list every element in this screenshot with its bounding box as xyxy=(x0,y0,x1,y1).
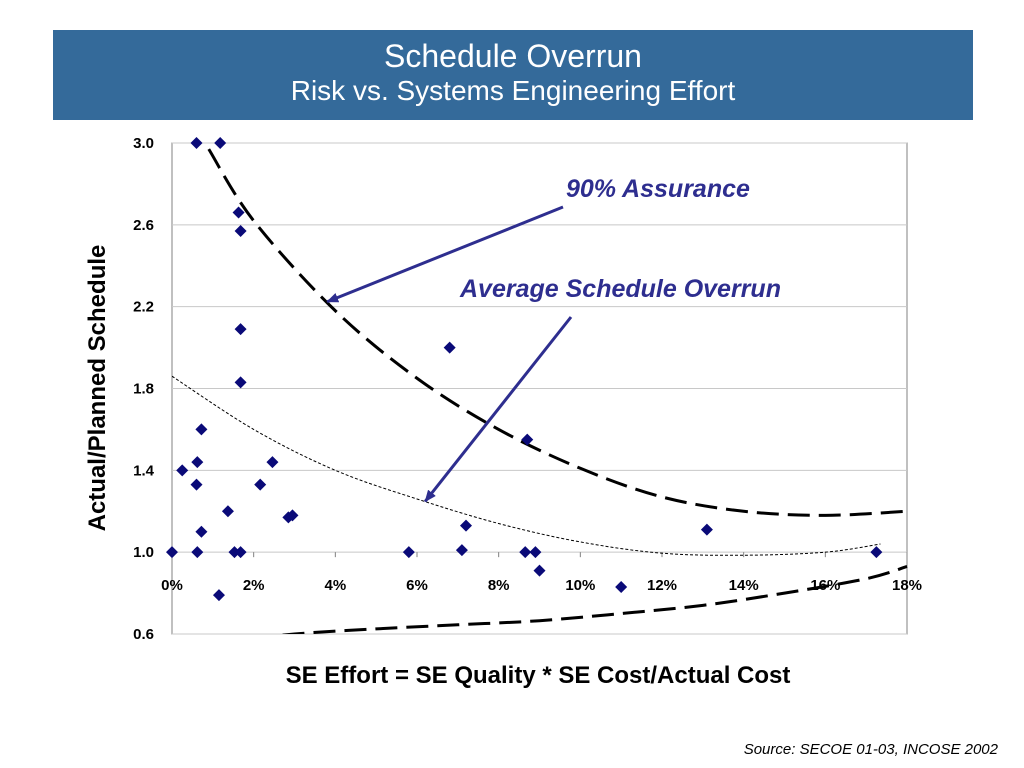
data-point xyxy=(190,478,203,491)
data-point xyxy=(195,525,208,538)
y-tick-label: 1.8 xyxy=(133,381,154,398)
data-point xyxy=(234,323,247,336)
data-point xyxy=(234,376,247,389)
x-tick-label: 12% xyxy=(647,577,677,594)
y-tick-label: 2.6 xyxy=(133,217,154,234)
x-tick-label: 14% xyxy=(729,577,759,594)
data-point xyxy=(214,137,227,149)
y-axis-label: Actual/Planned Schedule xyxy=(84,244,111,532)
x-tick-label: 6% xyxy=(406,577,428,594)
data-point xyxy=(533,564,546,577)
data-point xyxy=(191,456,204,469)
data-point xyxy=(266,456,279,469)
data-point xyxy=(519,546,532,559)
x-tick-label: 18% xyxy=(892,577,922,594)
x-axis-label: SE Effort = SE Quality * SE Cost/Actual … xyxy=(285,662,791,689)
x-tick-label: 8% xyxy=(488,577,510,594)
title-banner: Schedule Overrun Risk vs. Systems Engine… xyxy=(53,30,973,120)
y-tick-label: 0.6 xyxy=(133,626,154,643)
data-point xyxy=(176,464,189,477)
arrow-average-overrun xyxy=(423,316,573,503)
arrow-90-assurance xyxy=(326,205,564,304)
data-point xyxy=(212,589,225,602)
y-tick-label: 1.4 xyxy=(133,462,155,479)
source-note: Source: SECOE 01-03, INCOSE 2002 xyxy=(743,741,998,758)
data-point xyxy=(234,224,247,237)
curve-lower-bound xyxy=(278,565,908,634)
slide-subtitle: Risk vs. Systems Engineering Effort xyxy=(290,75,736,106)
x-tick-label: 0% xyxy=(161,577,183,594)
data-point xyxy=(443,341,456,354)
data-point xyxy=(615,580,628,593)
data-point xyxy=(190,137,203,149)
data-point xyxy=(286,509,299,522)
data-point xyxy=(460,519,472,532)
data-point xyxy=(228,546,241,559)
data-point xyxy=(254,478,267,491)
data-point xyxy=(232,206,245,219)
x-tick-label: 4% xyxy=(324,577,346,594)
slide-title: Schedule Overrun xyxy=(384,38,642,74)
data-point xyxy=(529,546,542,559)
data-point xyxy=(521,433,534,446)
data-point xyxy=(221,505,234,518)
curve-average-schedule-overrun xyxy=(172,375,881,556)
data-point xyxy=(195,423,208,436)
x-tick-label: 2% xyxy=(243,577,265,594)
annotation-90-assurance: 90% Assurance xyxy=(566,175,750,203)
data-point xyxy=(166,546,178,559)
data-point xyxy=(870,546,883,559)
y-tick-label: 1.0 xyxy=(133,544,154,561)
data-point xyxy=(402,546,415,559)
data-point xyxy=(700,523,713,536)
data-point xyxy=(191,546,204,559)
data-point xyxy=(455,544,468,557)
annotation-average-overrun: Average Schedule Overrun xyxy=(460,275,781,303)
y-tick-label: 2.2 xyxy=(133,299,154,316)
y-tick-label: 3.0 xyxy=(133,135,154,152)
data-point xyxy=(234,546,247,559)
x-tick-label: 10% xyxy=(565,577,595,594)
